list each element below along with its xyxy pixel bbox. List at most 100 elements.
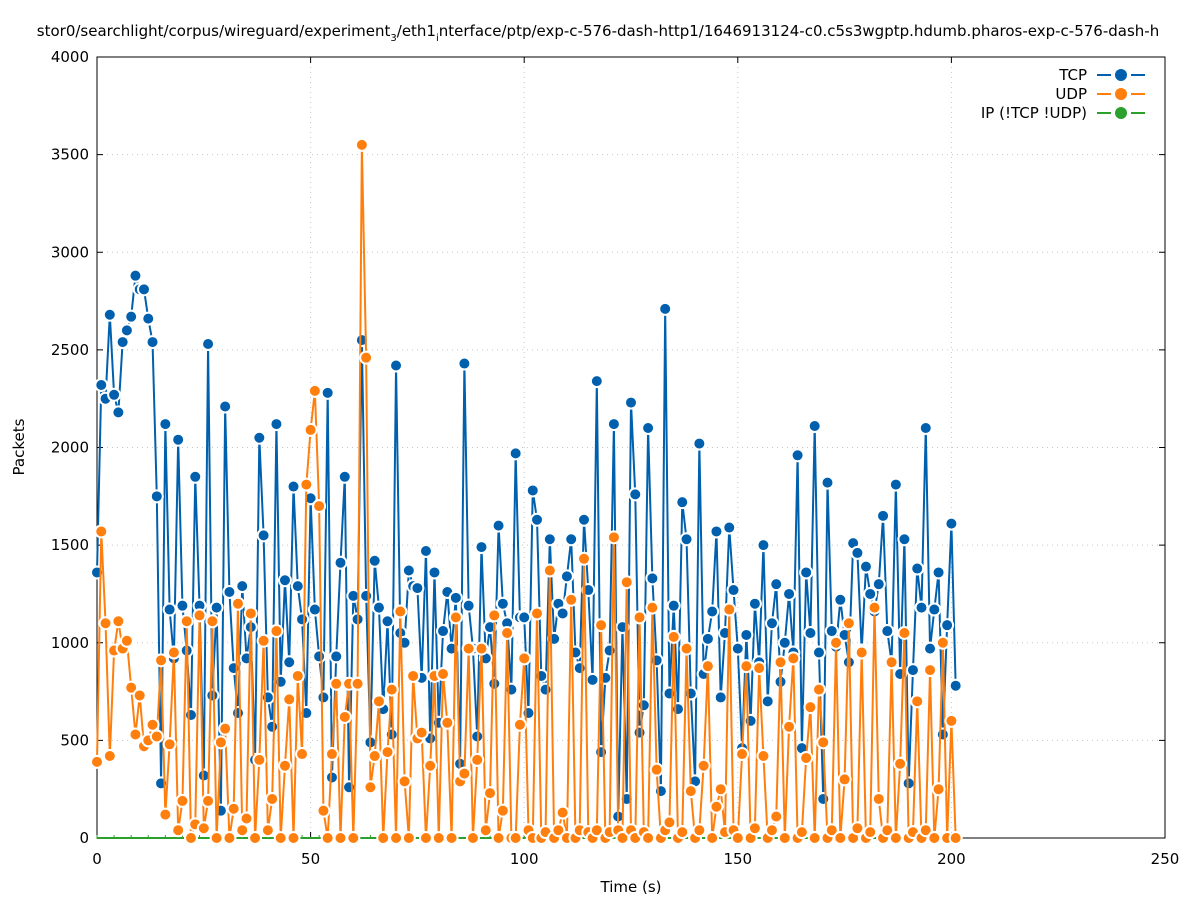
data-point [700, 659, 715, 674]
data-point [794, 825, 809, 840]
data-point [102, 748, 117, 763]
data-point [307, 383, 322, 398]
data-point [542, 532, 557, 547]
data-point [636, 698, 651, 713]
data-point [414, 725, 429, 740]
data-point [359, 350, 374, 365]
legend-entry: UDP [1055, 85, 1145, 103]
y-tick-label: 500 [60, 731, 89, 749]
data-point [888, 831, 903, 845]
data-point [530, 606, 545, 621]
data-point [397, 774, 412, 789]
data-point [504, 682, 519, 697]
data-point [923, 663, 938, 678]
data-point [594, 618, 609, 633]
data-point [871, 577, 886, 592]
data-point [893, 756, 908, 771]
x-axis-label: Time (s) [600, 878, 662, 896]
data-point [269, 417, 284, 432]
data-point [141, 311, 156, 326]
data-point [354, 137, 369, 152]
data-point [145, 717, 160, 732]
data-point [478, 823, 493, 838]
data-point [457, 356, 472, 371]
data-point [320, 831, 335, 845]
x-tick-label: 50 [301, 850, 320, 868]
data-point [436, 624, 451, 639]
data-point [833, 831, 848, 845]
y-tick-label: 1500 [51, 536, 89, 554]
data-point [256, 633, 271, 648]
series-layer [90, 137, 963, 845]
data-point [371, 600, 386, 615]
data-point [162, 602, 177, 617]
data-point [273, 831, 288, 845]
data-point [90, 754, 104, 769]
data-point [406, 668, 421, 683]
data-point [239, 811, 254, 826]
data-point [683, 784, 698, 799]
data-point [188, 469, 203, 484]
data-point [175, 793, 190, 808]
data-point [726, 583, 741, 598]
data-point [303, 422, 318, 437]
data-point [448, 590, 463, 605]
data-point [119, 323, 134, 338]
data-point [295, 612, 310, 627]
data-point [487, 608, 502, 623]
data-point [132, 688, 147, 703]
title-subscript: i [436, 33, 439, 44]
data-point [277, 758, 292, 773]
data-point [863, 586, 878, 601]
data-point [376, 831, 391, 845]
data-point [867, 600, 882, 615]
data-point [555, 606, 570, 621]
data-point [196, 821, 211, 836]
data-point [111, 614, 126, 629]
data-point [931, 782, 946, 797]
data-point [282, 655, 297, 670]
data-point [222, 584, 237, 599]
data-point [658, 301, 673, 316]
x-tick-label: 150 [723, 850, 752, 868]
data-point [918, 420, 933, 435]
data-point [858, 559, 873, 574]
data-point [824, 823, 839, 838]
data-point [380, 745, 395, 760]
data-point [782, 586, 797, 601]
data-point [653, 784, 668, 799]
data-point [260, 823, 275, 838]
data-point [799, 565, 814, 580]
x-tick-label: 100 [510, 850, 539, 868]
data-point [713, 690, 728, 705]
data-point [201, 793, 216, 808]
data-point [880, 823, 895, 838]
data-point [786, 651, 801, 666]
data-point [841, 616, 856, 631]
y-axis-label: Packets [10, 418, 28, 475]
data-point [94, 524, 109, 539]
data-point [235, 579, 250, 594]
data-point [418, 831, 433, 845]
data-point [675, 495, 690, 510]
data-point [589, 374, 604, 389]
data-point [333, 831, 348, 845]
y-tick-label: 4000 [51, 48, 89, 66]
data-point [380, 614, 395, 629]
data-point [436, 666, 451, 681]
data-point [312, 649, 327, 664]
data-point [948, 831, 963, 845]
data-point [876, 508, 891, 523]
data-point [863, 825, 878, 840]
data-point [367, 748, 382, 763]
data-point [589, 823, 604, 838]
data-point [641, 831, 656, 845]
data-point [606, 417, 621, 432]
data-point [235, 823, 250, 838]
legend-label: UDP [1055, 85, 1087, 103]
data-point [124, 309, 139, 324]
data-point [145, 335, 160, 350]
y-tick-label: 1000 [51, 634, 89, 652]
data-point [542, 563, 557, 578]
